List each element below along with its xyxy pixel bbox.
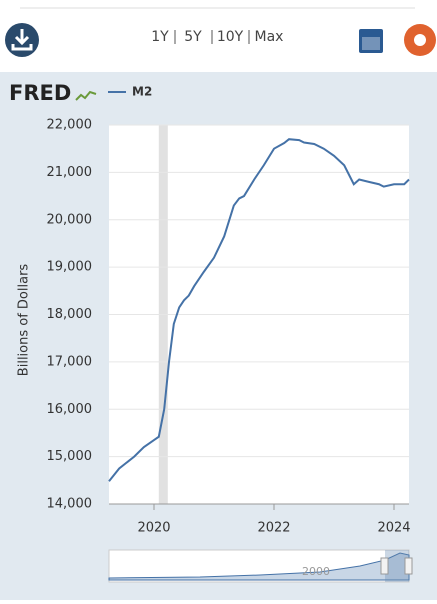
navigator-handle[interactable] [404,557,413,575]
calendar-icon [359,29,383,53]
x-tick-label: 2020 [137,521,170,536]
navigator-handle[interactable] [380,557,389,575]
navigator-label: 2000 [302,565,330,578]
y-axis-label: Billions of Dollars [17,264,32,377]
period-button[interactable]: Max [255,29,284,45]
period-button[interactable]: 10Y [217,29,244,45]
y-tick-label: 19,000 [47,260,93,275]
y-tick-label: 17,000 [47,354,93,369]
y-tick-label: 15,000 [47,449,93,464]
download-button[interactable] [5,23,39,57]
x-tick-label: 2024 [377,521,410,536]
logo: FRED [9,81,71,105]
settings-button[interactable] [404,24,436,56]
download-glyph [11,29,33,51]
y-tick-label: 16,000 [47,402,93,417]
period-button[interactable]: 1Y [151,29,169,45]
y-tick-label: 14,000 [47,497,93,512]
calendar-grid [362,37,380,50]
x-tick-label: 2022 [257,521,290,536]
logo-graph [75,90,97,101]
y-tick-label: 20,000 [47,212,93,227]
calendar-button[interactable] [359,29,383,53]
period-button[interactable]: 5Y [184,29,202,45]
gear-hole [414,34,426,46]
legend-label: M2 [132,85,152,99]
series-line [108,138,410,482]
y-tick-label: 21,000 [47,165,93,180]
y-tick-label: 18,000 [47,307,93,322]
y-tick-label: 22,000 [47,118,93,133]
